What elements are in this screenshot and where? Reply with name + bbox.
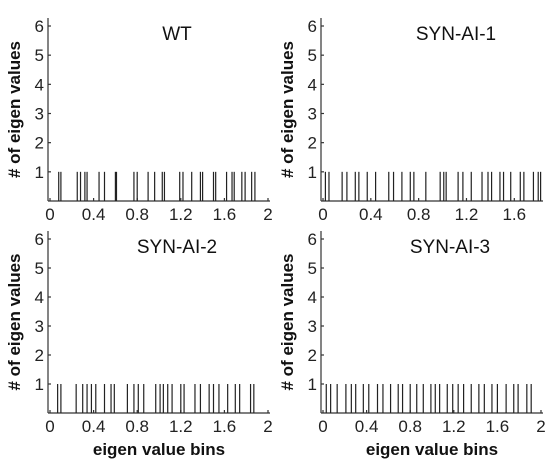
y-tick-label: 4 [308, 288, 317, 307]
x-tick-label: 2 [263, 417, 272, 436]
y-tick-label: 5 [308, 259, 317, 278]
x-tick-label: 1.2 [455, 205, 479, 224]
x-tick-label: 0 [45, 417, 54, 436]
y-tick-label: 6 [35, 17, 44, 36]
x-tick-label: 1.2 [442, 417, 466, 436]
chart-panel-3: 1 2 3 4 5 6 0 0.4 0.8 1.2 1.6 2 SYN-AI-2 # of eigen v… [5, 230, 273, 459]
y-tick-label: 2 [308, 346, 317, 365]
x-tick-label: 1.6 [502, 205, 526, 224]
x-tick-label: 1.2 [169, 205, 193, 224]
y-tick-label: 1 [35, 375, 44, 394]
x-tick-label: 0.8 [407, 205, 431, 224]
y-tick-label: 4 [35, 288, 44, 307]
x-tick-label: 2 [536, 417, 545, 436]
y-tick-label: 1 [308, 163, 317, 182]
y-tick-label: 4 [35, 75, 44, 94]
panel-title: SYN-AI-1 [416, 24, 496, 45]
x-tick-label: 0.8 [125, 205, 149, 224]
x-tick-label: 0.4 [82, 417, 106, 436]
y-axis-label: # of eigen values [278, 41, 297, 178]
y-tick-label: 3 [308, 105, 317, 124]
x-tick-label: 0 [318, 417, 327, 436]
y-tick-label: 3 [35, 105, 44, 124]
x-axis-label: eigen value bins [366, 440, 498, 459]
panel-title: WT [162, 24, 192, 45]
x-tick-label: 1.6 [486, 417, 510, 436]
x-tick-label: 1.6 [213, 205, 237, 224]
y-axis-label: # of eigen values [5, 41, 24, 178]
x-tick-label: 0.4 [359, 205, 383, 224]
y-tick-label: 4 [308, 75, 317, 94]
x-tick-label: 0 [45, 205, 54, 224]
panel-title: SYN-AI-2 [137, 237, 217, 258]
y-axis-label: # of eigen values [5, 254, 24, 391]
chart-panel-2: 1 2 3 4 5 6 0 0.4 0.8 1.2 1.6 SYN-AI-1 # of eigen va… [278, 17, 543, 224]
y-tick-label: 3 [35, 317, 44, 336]
chart-panel-1: 1 2 3 4 5 6 0 0.4 0.8 1.2 1.6 2 WT # of eigen values [5, 17, 273, 224]
x-tick-label: 0 [318, 205, 327, 224]
x-axis-label: eigen value bins [93, 440, 225, 459]
x-tick-label: 1.6 [213, 417, 237, 436]
y-tick-label: 6 [308, 230, 317, 249]
x-tick-label: 1.2 [169, 417, 193, 436]
y-tick-label: 2 [308, 134, 317, 153]
y-tick-label: 2 [35, 134, 44, 153]
x-tick-label: 0.4 [82, 205, 106, 224]
x-tick-label: 0.4 [355, 417, 379, 436]
y-tick-label: 6 [308, 17, 317, 36]
y-tick-label: 5 [35, 46, 44, 65]
x-tick-label: 2 [263, 205, 272, 224]
chart-panel-4: 1 2 3 4 5 6 0 0.4 0.8 1.2 1.6 2 SYN-AI-3 # of eigen v… [278, 230, 546, 459]
y-axis-label: # of eigen values [278, 254, 297, 391]
x-tick-label: 0.8 [398, 417, 422, 436]
panel-title: SYN-AI-3 [410, 237, 490, 258]
y-tick-label: 5 [35, 259, 44, 278]
y-tick-label: 6 [35, 230, 44, 249]
y-tick-label: 2 [35, 346, 44, 365]
y-tick-label: 1 [35, 163, 44, 182]
y-tick-label: 3 [308, 317, 317, 336]
y-tick-label: 5 [308, 46, 317, 65]
x-tick-label: 0.8 [125, 417, 149, 436]
y-tick-label: 1 [308, 375, 317, 394]
